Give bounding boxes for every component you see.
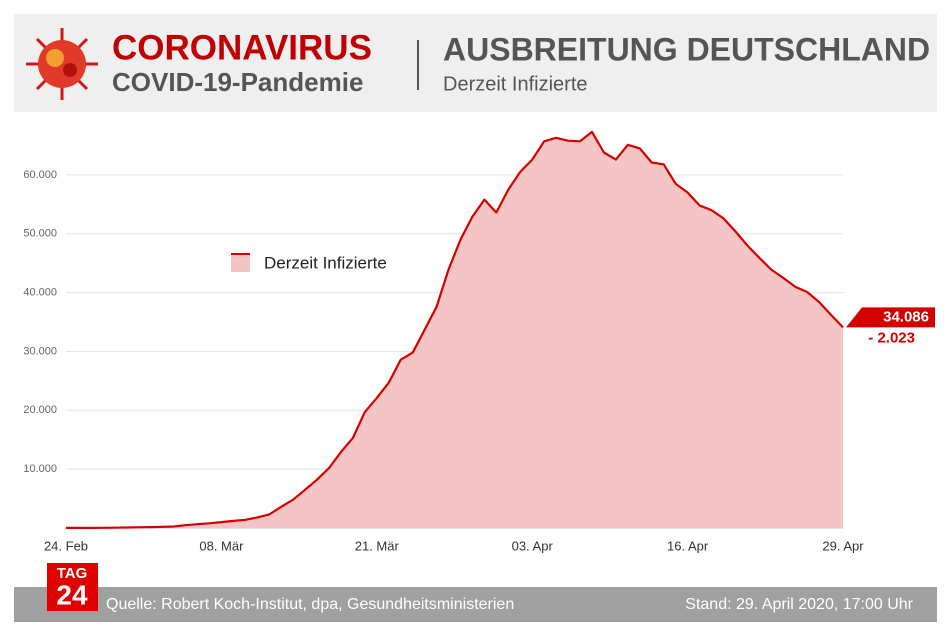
y-tick-label: 20.000 [23,404,57,416]
x-tick-label: 21. Mär [355,538,400,553]
logo-top: TAG [57,565,88,582]
plot: 10.000 20.000 30.000 40.000 50.000 60.000 24. … [23,130,935,553]
x-tick-label: 16. Apr [667,538,709,553]
logo-bottom: 24 [56,579,88,610]
line [66,130,844,529]
chart-title: AUSBREITUNG DEUTSCHLAND [443,31,930,67]
x-tick-label: 08. Mär [199,538,244,553]
x-tick-label: 29. Apr [822,538,864,553]
x-tick-label: 24. Feb [44,538,88,553]
y-tick-label: 60.000 [23,169,57,181]
logo: TAG 24 [47,563,98,611]
header-subtitle: COVID-19-Pandemie [112,67,363,97]
legend-label: Derzeit Infizierte [264,253,387,272]
end-label-box [846,307,935,328]
header-band [14,14,937,112]
end-label: 34.086 [883,308,929,325]
virus-icon [26,28,98,100]
source: Quelle: Robert Koch-Institut, dpa, Gesun… [106,596,514,613]
y-tick-label: 30.000 [23,345,57,357]
y-tick-label: 50.000 [23,228,57,240]
footer-band [14,587,937,622]
date-stamp: Stand: 29. April 2020, 17:00 Uhr [685,596,913,613]
chart-subtitle: Derzeit Infizierte [443,73,588,95]
change-annotation: - 2.023 [868,329,915,346]
y-tick-label: 10.000 [23,463,57,475]
area [66,131,843,528]
legend-swatch [231,253,250,272]
header-title: CORONAVIRUS [112,28,372,67]
y-tick-label: 40.000 [23,286,57,298]
x-tick-label: 03. Apr [512,538,554,553]
